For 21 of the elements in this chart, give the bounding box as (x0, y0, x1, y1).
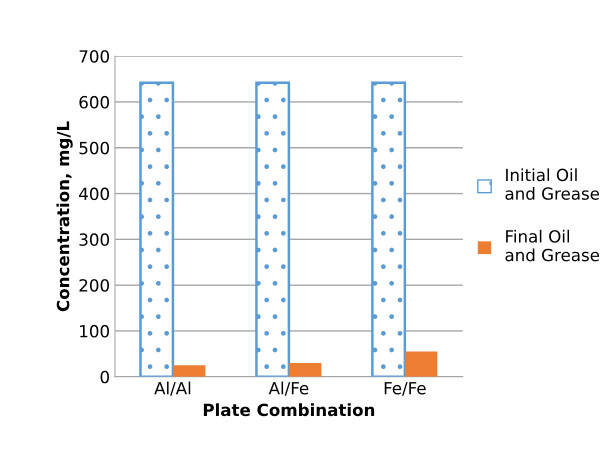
y-tick-label: 400 (79, 188, 109, 200)
bar (404, 352, 438, 377)
bar (255, 81, 290, 377)
y-tick-label: 700 (80, 50, 109, 63)
legend-label: Initial Oil and Grease (505, 168, 600, 200)
legend-label: Final Oil and Grease (505, 230, 600, 262)
x-tick-label: Fe/Fe (384, 382, 426, 396)
bar (172, 365, 206, 377)
y-tick-label: 300 (80, 233, 109, 246)
x-axis-title: Plate Combination (204, 403, 374, 416)
y-tick-label: 0 (100, 370, 109, 384)
bar (371, 81, 406, 377)
x-tick-label: Al/Al (154, 382, 190, 396)
bar (139, 81, 174, 377)
y-tick-label: 100 (80, 324, 109, 338)
y-tick-label: 200 (80, 279, 109, 292)
x-tick-label: Al/Fe (268, 382, 308, 396)
y-axis-title: Concentration, mg/L (56, 121, 73, 312)
y-tick-label: 500 (80, 142, 109, 154)
bar (288, 363, 322, 377)
y-tick-label: 600 (79, 96, 109, 109)
